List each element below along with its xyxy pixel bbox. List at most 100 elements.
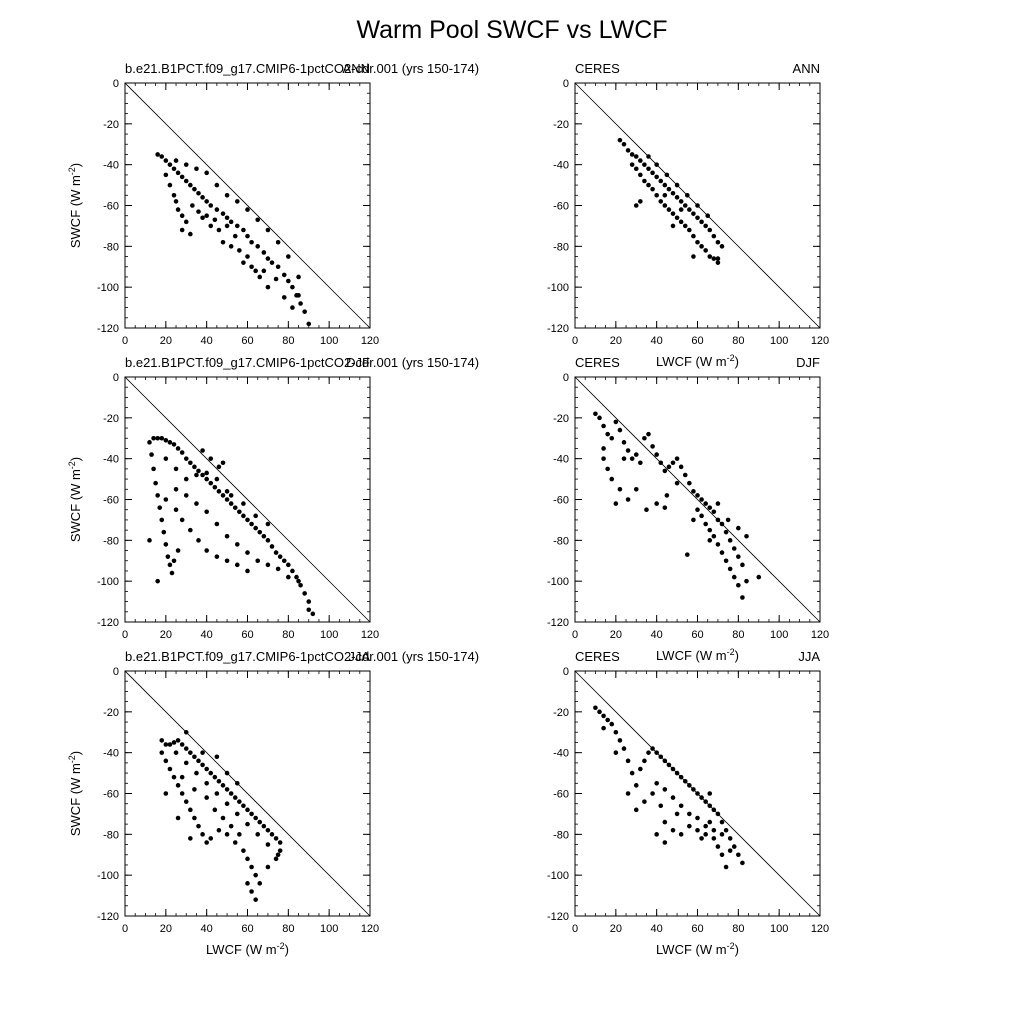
data-point bbox=[654, 750, 659, 755]
x-tick-label: 20 bbox=[160, 335, 172, 347]
y-tick-label: -20 bbox=[103, 707, 119, 719]
y-tick-label: -80 bbox=[553, 829, 569, 841]
data-point bbox=[646, 182, 651, 188]
data-point bbox=[703, 501, 708, 506]
data-point bbox=[703, 248, 708, 253]
data-point bbox=[241, 260, 246, 265]
data-point bbox=[194, 770, 199, 776]
data-point bbox=[224, 787, 230, 792]
data-point bbox=[286, 278, 291, 284]
y-tick-label: -20 bbox=[103, 413, 119, 425]
data-point bbox=[175, 446, 181, 451]
figure-title: Warm Pool SWCF vs LWCF bbox=[356, 16, 668, 44]
data-point bbox=[695, 493, 700, 498]
data-point bbox=[633, 452, 639, 457]
data-point bbox=[204, 213, 209, 219]
data-point bbox=[629, 456, 635, 461]
y-tick-label: -120 bbox=[547, 617, 569, 629]
data-point bbox=[194, 166, 199, 172]
data-point bbox=[719, 521, 725, 527]
data-point bbox=[666, 186, 672, 192]
data-point bbox=[674, 195, 680, 200]
data-point bbox=[241, 501, 246, 506]
data-point bbox=[601, 456, 606, 461]
data-point bbox=[654, 832, 659, 837]
data-point bbox=[214, 476, 220, 482]
data-point bbox=[245, 856, 250, 862]
data-point bbox=[670, 795, 676, 800]
data-point bbox=[644, 507, 649, 513]
data-point bbox=[286, 254, 291, 259]
data-point bbox=[736, 525, 741, 531]
data-point bbox=[163, 542, 169, 547]
data-point bbox=[200, 215, 205, 221]
data-point bbox=[173, 199, 179, 204]
data-point bbox=[255, 558, 261, 564]
data-point bbox=[654, 174, 659, 180]
data-point bbox=[629, 162, 635, 167]
data-point bbox=[302, 591, 307, 596]
data-point bbox=[253, 513, 258, 519]
data-point bbox=[208, 770, 214, 776]
data-point bbox=[707, 227, 713, 233]
data-point bbox=[173, 486, 179, 492]
data-point bbox=[275, 566, 281, 572]
data-point bbox=[216, 489, 222, 494]
data-point bbox=[163, 758, 169, 764]
data-point bbox=[597, 709, 602, 715]
data-point bbox=[621, 746, 627, 751]
data-point bbox=[255, 832, 261, 837]
y-tick-label: -120 bbox=[97, 617, 119, 629]
data-point bbox=[277, 554, 283, 559]
panel-model-jja: 0 20 40 60 80 100 120 0 -20 -40 -60 -80 -100 -120 b.e2… bbox=[67, 649, 479, 957]
data-point bbox=[695, 239, 700, 245]
y-tick-label: -120 bbox=[97, 911, 119, 923]
data-point bbox=[646, 166, 651, 172]
data-point bbox=[601, 713, 606, 719]
data-point bbox=[666, 464, 672, 470]
data-point bbox=[183, 493, 189, 498]
data-point bbox=[161, 529, 167, 535]
data-point bbox=[224, 192, 230, 198]
data-point bbox=[642, 799, 647, 804]
data-point bbox=[220, 493, 226, 498]
data-point bbox=[711, 509, 717, 515]
data-point bbox=[650, 170, 655, 176]
data-point bbox=[151, 435, 156, 441]
panel-left-label: CERES bbox=[575, 649, 620, 664]
x-tick-label: 20 bbox=[160, 629, 172, 641]
data-point bbox=[281, 558, 287, 564]
y-tick-label: -60 bbox=[553, 789, 569, 801]
data-point bbox=[216, 778, 222, 784]
data-point bbox=[306, 321, 312, 327]
x-tick-label: 60 bbox=[691, 335, 703, 347]
x-tick-label: 80 bbox=[732, 923, 744, 935]
data-point bbox=[609, 476, 615, 482]
data-point bbox=[188, 231, 193, 237]
data-point bbox=[711, 827, 717, 833]
data-point bbox=[294, 574, 299, 580]
x-tick-label: 20 bbox=[610, 335, 622, 347]
data-point bbox=[220, 211, 226, 216]
data-point bbox=[699, 513, 704, 519]
y-tick-label: -60 bbox=[103, 495, 119, 507]
data-point bbox=[638, 766, 643, 772]
data-point bbox=[249, 864, 254, 870]
data-point bbox=[306, 599, 312, 604]
x-tick-label: 0 bbox=[122, 923, 128, 935]
data-point bbox=[237, 832, 242, 837]
data-point bbox=[707, 505, 713, 510]
x-tick-label: 100 bbox=[770, 923, 788, 935]
x-tick-label: 20 bbox=[160, 923, 172, 935]
y-tick-label: -40 bbox=[553, 454, 569, 466]
panel-season-label: DJF bbox=[796, 355, 820, 370]
data-point bbox=[662, 819, 668, 825]
data-point bbox=[167, 766, 173, 772]
data-point bbox=[699, 244, 704, 249]
data-point bbox=[163, 456, 169, 461]
y-tick-label: -60 bbox=[103, 201, 119, 213]
x-tick-label: 80 bbox=[282, 335, 294, 347]
data-point bbox=[727, 836, 733, 841]
x-tick-label: 60 bbox=[241, 629, 253, 641]
y-tick-label: -80 bbox=[553, 535, 569, 547]
